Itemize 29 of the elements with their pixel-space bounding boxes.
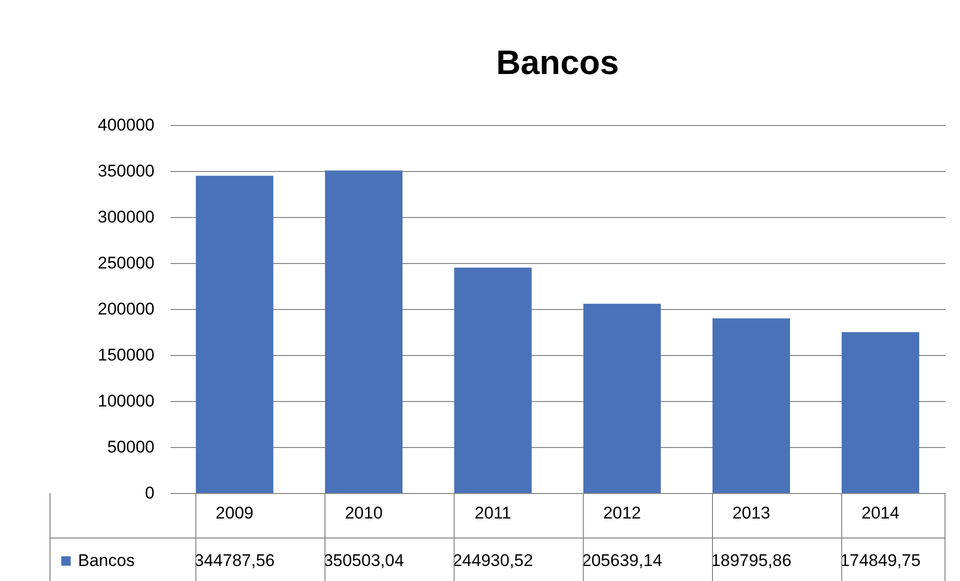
bar	[712, 318, 790, 493]
bar	[454, 268, 532, 493]
x-tick-label: 2014	[862, 504, 900, 522]
y-tick-label: 300000	[98, 208, 154, 226]
x-tick-label: 2010	[344, 504, 383, 522]
chart-title: Bancos	[496, 44, 619, 82]
bar	[583, 304, 661, 493]
y-tick-label: 50000	[107, 438, 154, 456]
x-tick-label: 2011	[474, 504, 512, 522]
legend-label: Bancos	[78, 551, 135, 570]
y-tick-label: 0	[145, 484, 154, 502]
bar	[196, 176, 274, 493]
y-tick-label: 250000	[98, 254, 154, 272]
data-label: 244930,52	[452, 551, 534, 570]
x-tick-label: 2013	[732, 504, 770, 522]
bar	[842, 332, 920, 493]
data-label: 344787,56	[194, 551, 275, 570]
y-tick-label: 350000	[98, 162, 154, 180]
data-label: 350503,04	[324, 551, 404, 570]
x-tick-label: 2012	[603, 504, 641, 522]
data-label: 189795,86	[711, 551, 792, 570]
bar	[325, 170, 402, 493]
y-tick-label: 400000	[98, 116, 154, 134]
x-tick-label: 2009	[216, 504, 254, 522]
y-tick-label: 100000	[98, 392, 154, 410]
y-tick-label: 200000	[98, 300, 154, 318]
data-label: 174849,75	[840, 551, 921, 570]
y-tick-label: 150000	[98, 346, 154, 364]
data-label: 205639,14	[582, 551, 662, 570]
